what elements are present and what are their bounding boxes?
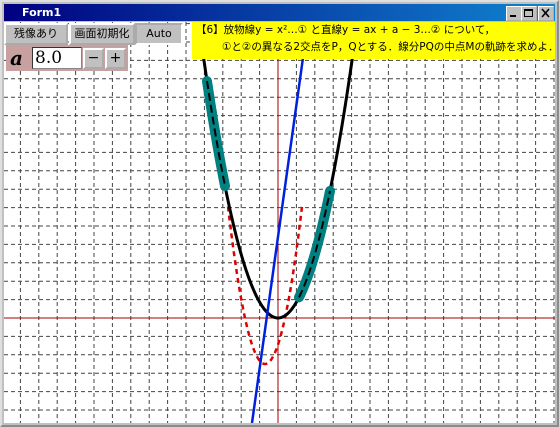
decrement-button[interactable]: − bbox=[83, 48, 104, 69]
increment-button[interactable]: + bbox=[105, 48, 126, 69]
maximize-button[interactable] bbox=[521, 6, 537, 21]
problem-line: 【6】放物線y = x²…① と直線y = ax + a − 3…② について， bbox=[196, 24, 496, 36]
parameter-panel: a 8.0 − + bbox=[6, 45, 128, 71]
auto-button[interactable]: Auto bbox=[135, 23, 183, 45]
trace-right-core bbox=[298, 190, 331, 298]
trace-left-core bbox=[206, 80, 226, 187]
close-button[interactable] bbox=[538, 6, 554, 21]
problem-line: ①と②の異なる2交点をP，Qとする．線分PQの中点Mの軌跡を求めよ． bbox=[222, 41, 555, 53]
minimize-button[interactable] bbox=[506, 6, 522, 21]
locus-curve bbox=[226, 206, 304, 366]
line-curve bbox=[250, 22, 310, 423]
reset-button[interactable]: 画面初期化 bbox=[69, 23, 135, 45]
parameter-input[interactable]: 8.0 bbox=[32, 47, 82, 69]
problem-box: 【6】放物線y = x²…① と直線y = ax + a − 3…② について，… bbox=[192, 22, 555, 59]
title-bar: Form1 bbox=[4, 4, 555, 21]
window-title: Form1 bbox=[22, 6, 62, 19]
afterimage-button[interactable]: 残像あり bbox=[4, 23, 68, 45]
parameter-label: a bbox=[10, 46, 23, 70]
plot bbox=[4, 22, 555, 423]
